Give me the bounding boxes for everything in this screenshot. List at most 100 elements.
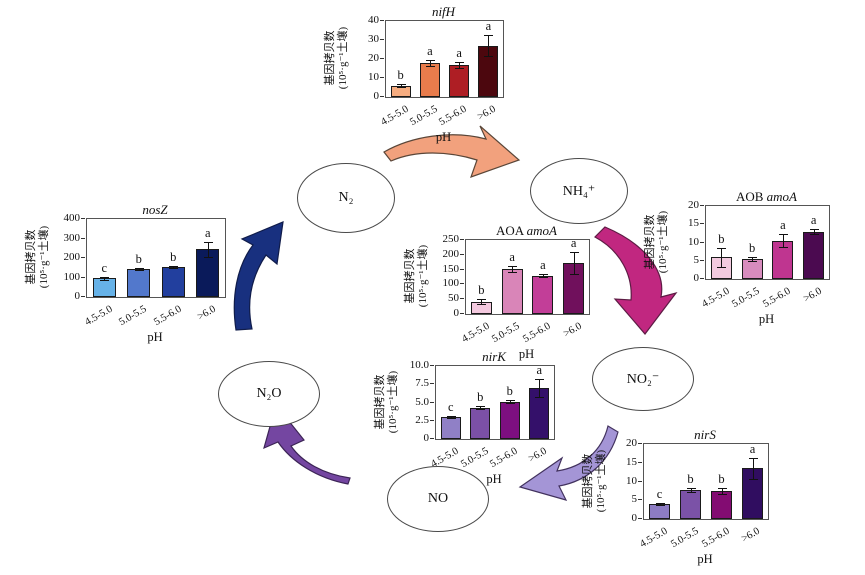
y-tick-mark (700, 205, 704, 206)
y-tick-label: 10 (368, 71, 379, 83)
y-axis-label-line1: 基因拷贝数 (25, 229, 37, 285)
sig-letter: a (456, 45, 462, 60)
y-tick-mark (380, 20, 384, 21)
y-tick-label: 150 (442, 262, 460, 275)
error-bar (512, 266, 514, 272)
y-tick-mark (638, 518, 642, 519)
y-tick-label: 100 (63, 270, 81, 283)
y-tick-label: 200 (442, 247, 460, 260)
plot-area: c b b a (435, 363, 555, 440)
error-bar-cap-bottom (569, 274, 579, 276)
error-bar (138, 267, 140, 270)
error-bar-cap-top (425, 59, 435, 61)
x-axis-label: pH (147, 330, 163, 344)
error-bar-cap-top (748, 457, 758, 459)
error-bar-cap-bottom (396, 87, 406, 89)
y-tick-mark (81, 257, 85, 258)
chart-aoa-amoA: AOA amoA 基因拷贝数 (10⁵·g⁻¹土壤) b a a a 0 50 100 150 200… (387, 223, 600, 365)
error-bar (813, 229, 815, 234)
error-bar-cap-bottom (508, 271, 518, 273)
bar-5.5-6.0 (449, 64, 470, 97)
error-bar (573, 251, 575, 275)
sig-letter: a (485, 19, 492, 34)
y-tick-mark (430, 365, 434, 366)
error-bar-cap-bottom (455, 67, 465, 69)
x-axis-label: pH (486, 472, 502, 486)
y-tick-label: 50 (448, 292, 459, 305)
error-bar-cap-top (505, 400, 515, 402)
sig-letter: b (477, 389, 484, 404)
error-bar-cap-bottom (535, 396, 545, 398)
error-bar-cap-top (477, 299, 487, 301)
y-tick-label: 20 (368, 52, 379, 64)
y-tick-mark (638, 443, 642, 444)
error-bar-cap-bottom (134, 269, 144, 271)
x-tick-label: 5.0-5.5 (730, 285, 762, 311)
error-bar-cap-bottom (655, 505, 665, 507)
y-tick-label: 200 (63, 251, 81, 263)
error-bar (104, 276, 106, 281)
error-bar-cap-top (717, 487, 727, 489)
y-tick-mark (638, 499, 642, 501)
x-tick-label: 5.0-5.5 (408, 103, 440, 129)
x-tick-label: 4.5-5.0 (459, 320, 492, 346)
node-nh4: NH₄⁺ (530, 158, 628, 224)
node-no2-label: NO₂⁻ (626, 371, 660, 387)
chart-title-prefix: AOB (735, 189, 767, 204)
y-tick-mark (700, 223, 704, 225)
error-bar-cap-bottom (169, 267, 179, 269)
error-bar-cap-top (717, 247, 727, 249)
node-n2o-label: N₂O (256, 386, 282, 401)
y-tick-mark (430, 401, 434, 403)
arrow-no2-to-no (518, 425, 619, 501)
y-tick-label: 5.0 (415, 395, 429, 408)
y-tick-label: 0 (74, 290, 81, 302)
error-bar (721, 487, 723, 495)
bar-4.5-5.0 (92, 278, 116, 297)
y-tick-mark (380, 96, 384, 97)
y-axis-label-line1: 基因拷贝数 (374, 374, 386, 429)
x-axis-label: pH (697, 552, 713, 566)
error-bar (450, 416, 452, 419)
y-tick-mark (81, 218, 85, 219)
x-tick-label: >6.0 (476, 103, 499, 123)
arrow-nh4-to-no2 (594, 226, 678, 335)
chart-title-prefix: AOA (495, 223, 527, 238)
error-bar-cap-bottom (477, 303, 487, 305)
error-bar-cap-top (169, 265, 179, 267)
sig-letter: b (478, 283, 485, 298)
chart-nirK: nirK 基因拷贝数 (10⁵·g⁻¹土壤) c b b a 0 2.5 5.0 7.5 10.0 4.… (357, 349, 565, 490)
error-bar-cap-top (538, 273, 548, 275)
y-tick-label: 10 (688, 235, 699, 248)
sig-letter: a (536, 363, 543, 378)
sig-letter: b (718, 471, 725, 486)
y-tick-label: 0 (631, 512, 638, 524)
y-tick-label: 0 (373, 90, 380, 102)
y-tick-label: 7.5 (415, 377, 429, 390)
error-bar-cap-bottom (505, 403, 515, 405)
sig-letter: b (506, 384, 513, 399)
error-bar-cap-top (100, 276, 110, 278)
chart-title-gene: nosZ (142, 202, 168, 217)
y-tick-mark (380, 39, 384, 40)
plot-area: b a a a (385, 20, 504, 98)
chart-title-gene: nirS (694, 427, 716, 442)
arrow-n2o-to-n2 (233, 221, 284, 331)
y-tick-mark (460, 313, 464, 314)
x-tick-label: 4.5-5.0 (82, 303, 114, 329)
sig-letter: a (509, 250, 515, 265)
bar-5.0-5.5 (741, 258, 763, 279)
error-bar-cap-top (446, 416, 456, 417)
y-tick-mark (430, 438, 434, 439)
error-bar (481, 299, 483, 304)
y-tick-mark (380, 77, 384, 78)
y-tick-label: 10 (626, 474, 637, 487)
sig-letter: c (101, 260, 108, 275)
error-bar-cap-bottom (717, 494, 727, 496)
chart-title: nifH (385, 4, 502, 19)
error-bar-cap-top (686, 487, 696, 489)
x-tick-label: 5.5-6.0 (488, 445, 520, 471)
error-bar (752, 457, 754, 479)
x-tick-label: 5.5-6.0 (699, 525, 732, 551)
